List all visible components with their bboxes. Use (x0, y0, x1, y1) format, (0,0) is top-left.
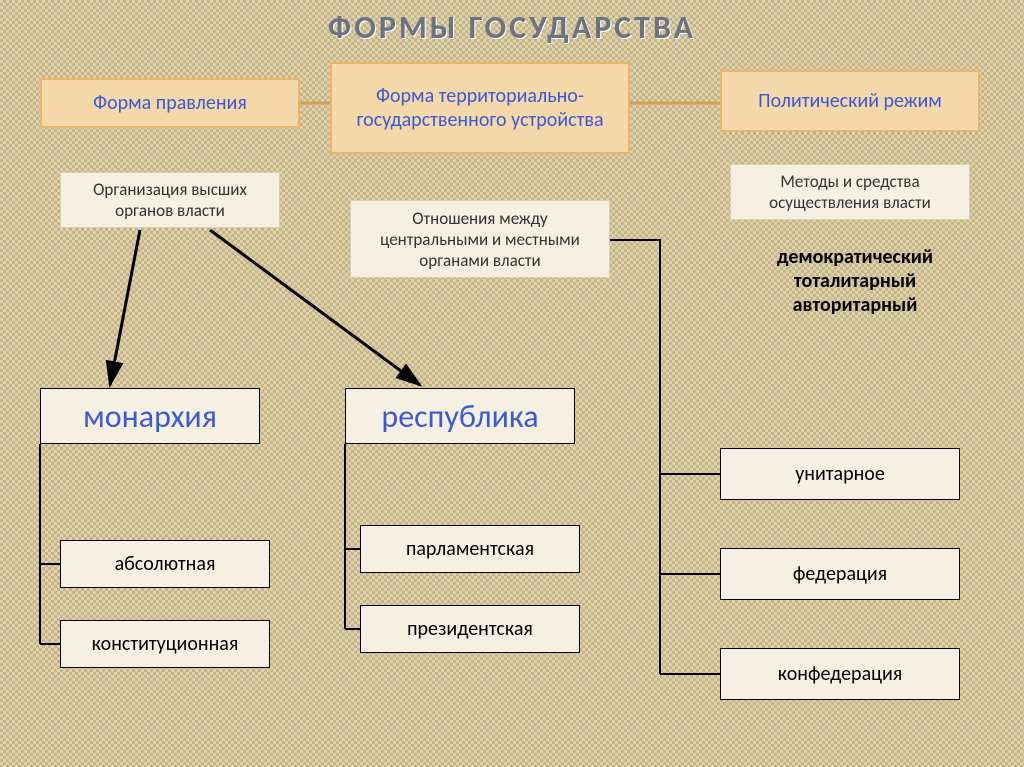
desc-territorial-structure: Отношения между центральными и местными … (350, 200, 610, 278)
header-label: Форма территориально-государственного ус… (346, 84, 614, 132)
sub-unitary: унитарное (720, 448, 960, 500)
regime-item: тоталитарный (740, 269, 970, 293)
sub-federation: федерация (720, 548, 960, 600)
main-label: республика (381, 397, 538, 436)
regime-item: авторитарный (740, 293, 970, 317)
main-republic: республика (345, 388, 575, 444)
desc-form-of-government: Организация высших органов власти (60, 172, 280, 228)
header-label: Политический режим (758, 89, 942, 113)
header-political-regime: Политический режим (720, 70, 980, 132)
sub-constitutional: конституционная (60, 620, 270, 668)
desc-label: Отношения между центральными и местными … (361, 208, 599, 271)
regime-item: демократический (740, 245, 970, 269)
header-territorial-structure: Форма территориально-государственного ус… (330, 62, 630, 154)
sub-label: абсолютная (115, 552, 216, 576)
sub-label: парламентская (406, 537, 534, 561)
desc-label: Методы и средства осуществления власти (741, 171, 959, 213)
sub-confederation: конфедерация (720, 648, 960, 700)
desc-political-regime: Методы и средства осуществления власти (730, 164, 970, 220)
header-label: Форма правления (93, 91, 247, 115)
page-title: ФОРМЫ ГОСУДАРСТВА (0, 8, 1024, 47)
sub-parliamentary: парламентская (360, 525, 580, 573)
sub-presidential: президентская (360, 605, 580, 653)
header-form-of-government: Форма правления (40, 78, 300, 128)
sub-label: унитарное (795, 462, 885, 486)
regime-list: демократический тоталитарный авторитарны… (740, 245, 970, 317)
main-monarchy: монархия (40, 388, 260, 444)
main-label: монархия (83, 397, 217, 436)
sub-label: президентская (407, 617, 533, 641)
sub-label: конституционная (92, 632, 239, 656)
sub-absolute: абсолютная (60, 540, 270, 588)
desc-label: Организация высших органов власти (71, 179, 269, 221)
sub-label: федерация (793, 562, 887, 586)
sub-label: конфедерация (778, 662, 903, 686)
